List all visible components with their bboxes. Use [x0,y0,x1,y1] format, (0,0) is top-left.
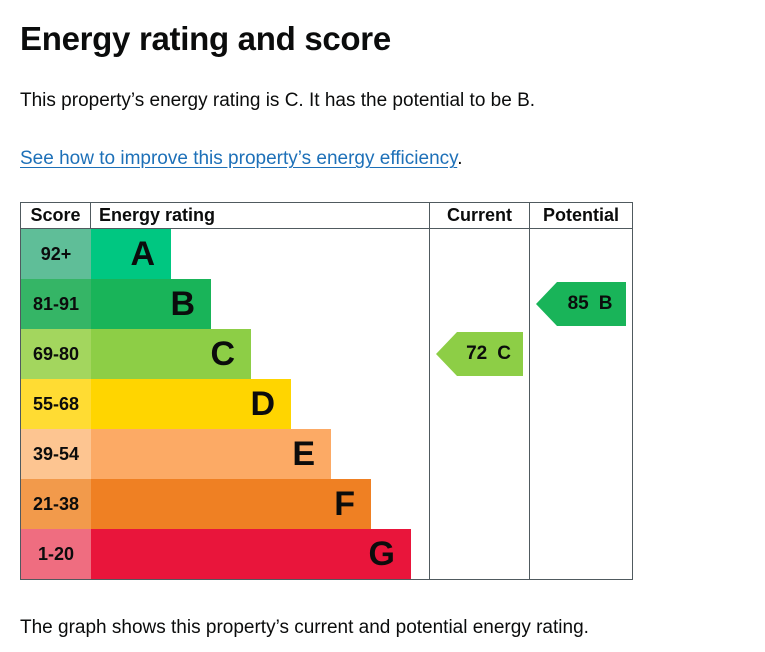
potential-band-letter: B [598,293,613,315]
band-letter: E [292,434,315,473]
current-rating-arrow: 72 C [436,332,523,377]
potential-cell [529,479,632,530]
band-bar: C [91,329,251,380]
band-row: 21-38 F [21,479,632,530]
potential-cell [529,329,632,380]
improve-paragraph: See how to improve this property’s energ… [20,147,745,172]
intro-text: This property’s energy rating is C. It h… [20,89,536,111]
band-bar-cell: A [91,229,429,280]
column-header-energy-rating: Energy rating [99,205,216,226]
band-bar-cell: E [91,429,429,480]
band-bar: D [91,379,291,430]
band-row: 1-20 G [21,529,632,580]
page-title: Energy rating and score [20,20,391,57]
current-cell [429,479,529,530]
band-letter: C [210,334,235,373]
band-score-label: 1-20 [21,529,91,580]
band-score-label: 69-80 [21,329,91,380]
potential-cell: 85 B [529,279,632,330]
band-letter: A [130,234,155,273]
band-score-label: 81-91 [21,279,91,330]
band-bar-cell: C [91,329,429,380]
energy-rating-chart: Score Energy rating Current Potential 92… [20,202,633,581]
current-cell [429,429,529,480]
band-row: 81-91 B 85 B [21,279,632,330]
current-cell [429,529,529,580]
current-cell: 72 C [429,329,529,380]
band-row: 92+ A [21,229,632,280]
band-row: 69-80 C 72 C [21,329,632,380]
potential-cell [529,429,632,480]
improve-link[interactable]: See how to improve this property’s energ… [20,148,458,170]
band-score-label: 92+ [21,229,91,280]
potential-cell [529,229,632,280]
band-bar: E [91,429,331,480]
band-score-label: 55-68 [21,379,91,430]
current-cell [429,379,529,430]
band-score-label: 21-38 [21,479,91,530]
band-bar: F [91,479,371,530]
band-bar: A [91,229,171,280]
band-letter: B [170,284,195,323]
band-letter: D [250,384,275,423]
band-bar: B [91,279,211,330]
potential-score: 85 [567,293,589,315]
column-header-score: Score [21,203,91,229]
band-bar: G [91,529,411,580]
improve-suffix: . [457,148,463,170]
chart-caption: The graph shows this property’s current … [20,617,589,639]
band-bar-cell: G [91,529,429,580]
band-score-label: 39-54 [21,429,91,480]
current-cell [429,279,529,330]
band-row: 39-54 E [21,429,632,480]
potential-rating-arrow: 85 B [536,282,626,327]
band-letter: G [368,534,395,573]
band-bar-cell: F [91,479,429,530]
band-letter: F [334,484,355,523]
potential-cell [529,379,632,430]
column-header-current: Current [429,203,529,229]
column-header-potential: Potential [529,203,632,229]
band-bar-cell: D [91,379,429,430]
current-band-letter: C [497,343,511,365]
current-cell [429,229,529,280]
band-bar-cell: B [91,279,429,330]
chart-header: Score Energy rating Current Potential [21,203,632,230]
band-row: 55-68 D [21,379,632,430]
potential-cell [529,529,632,580]
current-score: 72 [466,343,488,365]
